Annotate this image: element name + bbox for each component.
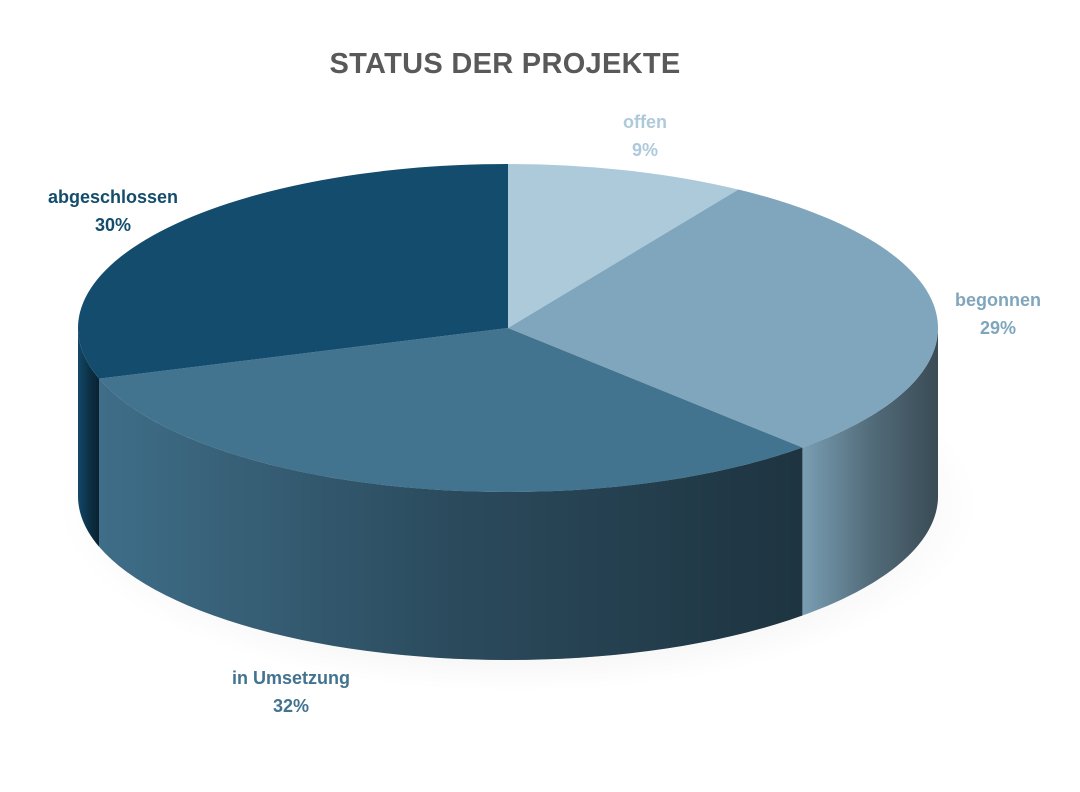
chart-title: STATUS DER PROJEKTE <box>329 48 681 80</box>
pie-slice-abgeschlossen <box>78 164 508 379</box>
pie-side-4 <box>78 328 100 547</box>
slice-label-2: begonnen <box>955 290 1041 310</box>
slice-percent-4: 30% <box>95 215 131 235</box>
slice-percent-2: 29% <box>980 318 1016 338</box>
pie-slice-begonnen <box>508 189 939 448</box>
pie-side-3 <box>99 378 803 660</box>
pie-side-2 <box>802 328 938 616</box>
slice-label-1: offen <box>623 112 667 132</box>
pie-slice-offen <box>508 164 739 328</box>
slice-percent-1: 9% <box>632 140 658 160</box>
slice-label-3: in Umsetzung <box>232 668 350 688</box>
slice-percent-3: 32% <box>273 696 309 716</box>
pie-slice-in-umsetzung <box>99 328 803 492</box>
slice-label-4: abgeschlossen <box>48 187 178 207</box>
